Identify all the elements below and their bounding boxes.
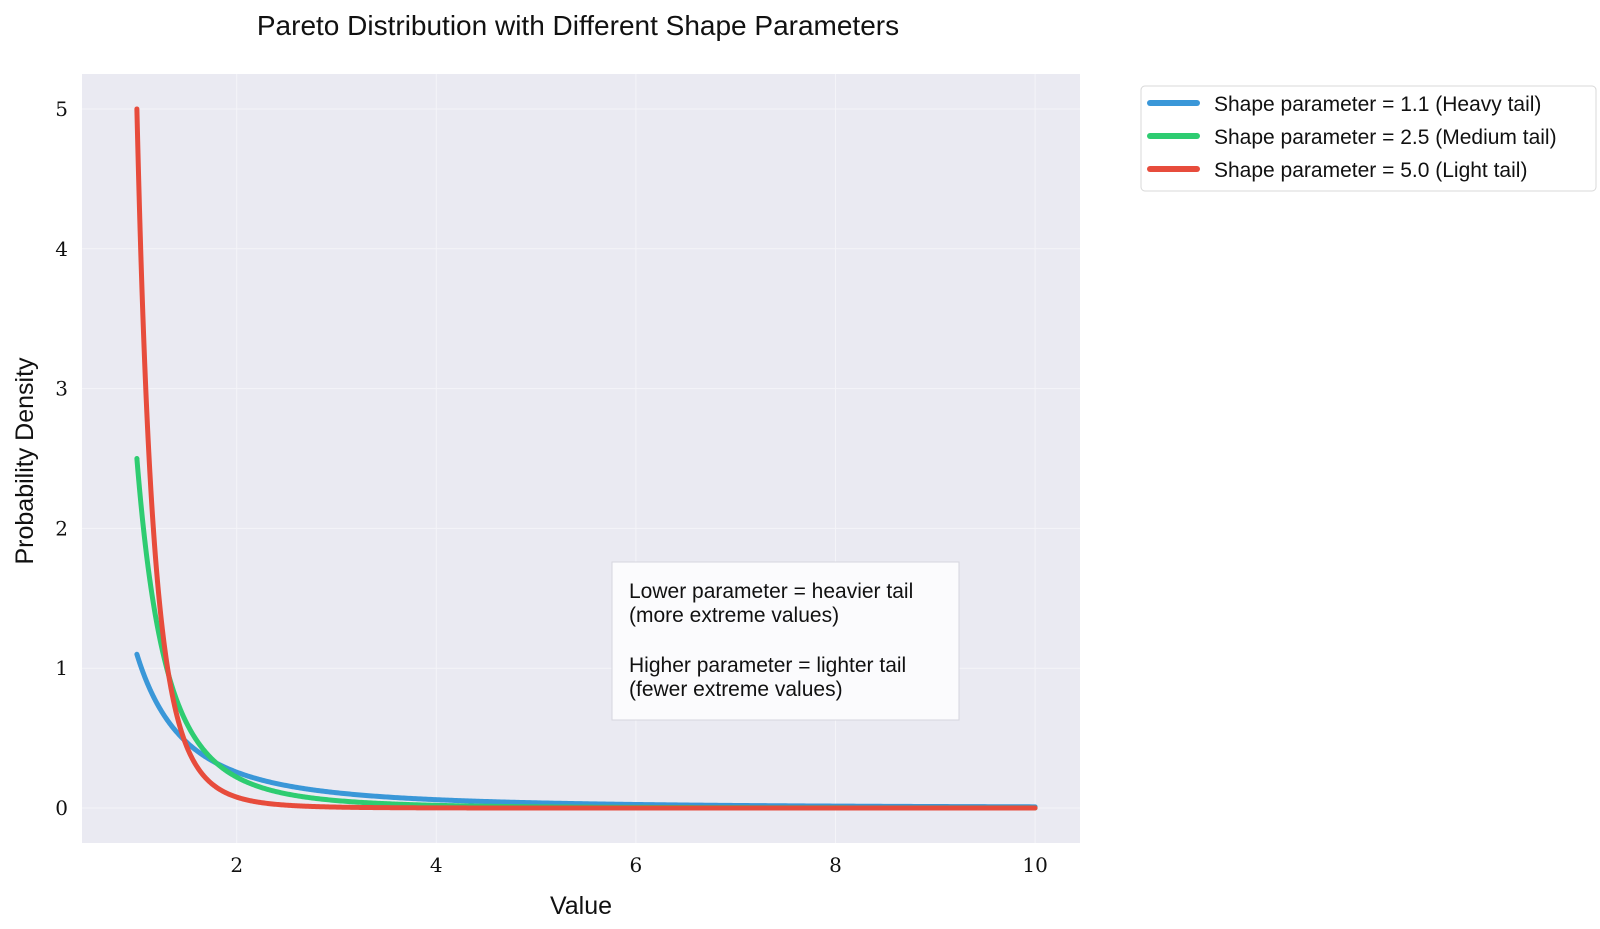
y-tick-label: 5 <box>55 97 68 121</box>
x-tick-label: 8 <box>829 853 842 877</box>
y-tick-label: 4 <box>55 237 68 261</box>
y-tick-label: 2 <box>55 516 68 540</box>
x-tick-label: 10 <box>1022 853 1047 877</box>
x-tick-label: 2 <box>230 853 243 877</box>
annotation-line: Higher parameter = lighter tail <box>629 654 906 677</box>
annotation-line: (fewer extreme values) <box>629 678 843 701</box>
annotation-box: Lower parameter = heavier tail (more ext… <box>611 561 960 721</box>
y-tick-label: 3 <box>55 377 68 401</box>
x-tick-label: 4 <box>430 853 443 877</box>
annotation-line: (more extreme values) <box>629 604 839 627</box>
legend-label: Shape parameter = 5.0 (Light tail) <box>1214 159 1527 182</box>
series-line <box>134 106 1038 811</box>
y-tick-label: 1 <box>55 656 68 680</box>
y-axis-label: Probability Density <box>11 357 39 565</box>
plot-area <box>82 74 1080 843</box>
x-axis-label: Value <box>550 892 612 920</box>
annotation-background <box>611 561 960 721</box>
legend-item: Shape parameter = 1.1 (Heavy tail) <box>1147 93 1541 116</box>
legend: Shape parameter = 1.1 (Heavy tail) Shape… <box>1140 85 1597 192</box>
legend-item: Shape parameter = 5.0 (Light tail) <box>1147 159 1527 182</box>
legend-item: Shape parameter = 2.5 (Medium tail) <box>1147 126 1557 149</box>
legend-label: Shape parameter = 2.5 (Medium tail) <box>1214 126 1557 149</box>
series-lines <box>134 106 1038 811</box>
y-axis-ticks: 0 1 2 3 4 5 <box>55 97 68 820</box>
legend-frame <box>1140 85 1597 192</box>
y-tick-label: 0 <box>55 796 68 820</box>
annotation-line: Lower parameter = heavier tail <box>629 580 913 603</box>
x-tick-label: 6 <box>630 853 643 877</box>
x-axis-ticks: 2 4 6 8 10 <box>230 853 1047 877</box>
legend-label: Shape parameter = 1.1 (Heavy tail) <box>1214 93 1541 116</box>
chart-title: Pareto Distribution with Different Shape… <box>257 10 899 41</box>
